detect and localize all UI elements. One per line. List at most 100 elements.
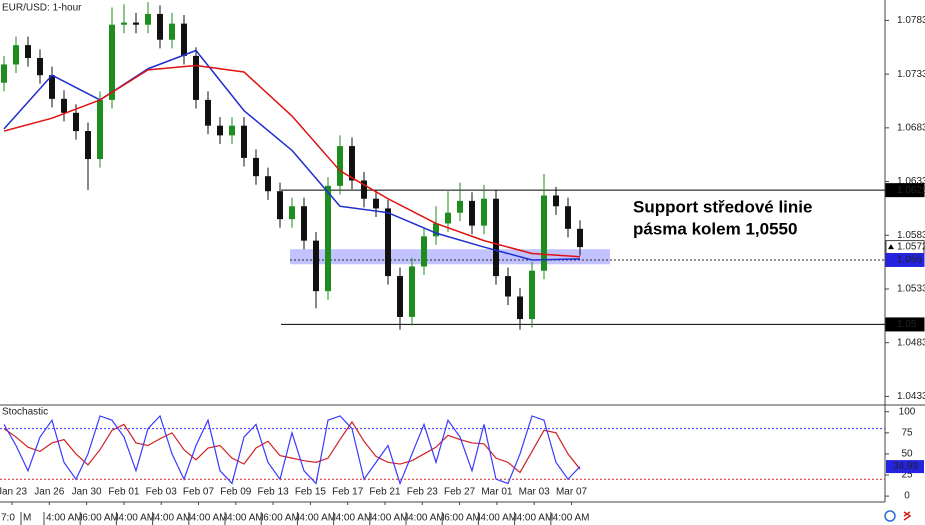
x-tick-label: Feb 01 — [108, 487, 140, 498]
x-time-label: 4:00 AM — [408, 513, 445, 524]
x-tick-label: Feb 17 — [332, 487, 364, 498]
level-label: 1.0625 — [897, 185, 925, 196]
candle-body — [577, 228, 583, 248]
stoch-line — [3, 414, 581, 486]
x-tick-label: Feb 03 — [146, 487, 178, 498]
icon[interactable] — [884, 510, 896, 522]
annotation: pásma kolem 1,0550 — [633, 219, 797, 238]
x-time-label: M — [23, 513, 31, 524]
candle-body — [481, 198, 487, 226]
x-tick-label: Feb 21 — [369, 487, 401, 498]
y-tick-label: 1.0433 — [897, 391, 925, 402]
candle-body — [85, 131, 91, 159]
candle-body — [37, 58, 43, 76]
x-tick-label: Mar 01 — [481, 487, 513, 498]
x-time-label: 4:00 AM — [118, 513, 155, 524]
y-tick-label: 0 — [904, 491, 910, 502]
candle-body — [229, 125, 235, 136]
candle-body — [1, 64, 7, 83]
x-tick-label: Feb 27 — [444, 487, 476, 498]
x-tick-label: Feb 13 — [258, 487, 290, 498]
y-tick-label: 1.0483 — [897, 337, 925, 348]
x-time-label: 4:00 AM — [299, 513, 336, 524]
title-bg — [0, 1, 72, 14]
icon[interactable] — [903, 511, 912, 521]
candle-body — [445, 212, 451, 224]
x-tick-label: Mar 07 — [556, 487, 588, 498]
candle-body — [217, 125, 223, 136]
candle-body — [97, 99, 103, 159]
x-tick-label: Jan 26 — [34, 487, 64, 498]
x-tick-label: Feb 15 — [295, 487, 327, 498]
y-tick-label: 1.0633 — [897, 176, 925, 187]
stoch-title-bg — [0, 406, 44, 418]
x-tick-label: Jan 23 — [0, 487, 27, 498]
candle-body — [253, 157, 259, 177]
x-time-label: 4:00 AM — [480, 513, 517, 524]
level-box — [885, 317, 925, 332]
candle-body — [433, 223, 439, 237]
candle-body — [409, 266, 415, 317]
candle-body — [193, 55, 199, 100]
x-time-label: 7:0 — [1, 513, 15, 524]
x-time-label: 4:00 AM — [336, 513, 373, 524]
x-time-label: 4:00 AM — [46, 513, 83, 524]
candle-body — [313, 240, 319, 292]
y-tick-label: 1.0733 — [897, 69, 925, 80]
candle-body — [301, 206, 307, 241]
y-tick-label: 100 — [899, 406, 916, 417]
stoch-title: Stochastic — [2, 407, 48, 418]
toolbar-icons[interactable] — [884, 510, 912, 522]
candle-body — [457, 200, 463, 213]
candle-body — [517, 296, 523, 320]
y-tick-label: 75 — [901, 427, 913, 438]
candle-body — [241, 125, 247, 158]
candle-body — [541, 195, 547, 271]
x-tick-label: Feb 09 — [220, 487, 252, 498]
candle-body — [265, 176, 271, 192]
candle-body — [469, 200, 475, 226]
y-tick-label: 25 — [901, 470, 913, 481]
level-box — [885, 183, 925, 198]
candle-body — [337, 146, 343, 186]
candle-body — [553, 195, 559, 207]
candle-body — [13, 45, 19, 65]
candle-body — [73, 112, 79, 132]
y-tick-label: 1.0583 — [897, 230, 925, 241]
y-tick-label: 1.0783 — [897, 15, 925, 26]
candle-body — [373, 198, 379, 209]
moving-average — [3, 64, 581, 258]
candle-body — [277, 191, 283, 220]
candle-body — [25, 45, 31, 59]
x-time-label: 4:00 AM — [227, 513, 264, 524]
x-time-label: 6:00 AM — [82, 513, 119, 524]
x-time-label: 6:00 AM — [444, 513, 481, 524]
candle-body — [133, 22, 139, 25]
x-tick-label: Jan 30 — [72, 487, 102, 498]
candle-body — [61, 98, 67, 113]
candle-body — [385, 208, 391, 277]
candle-body — [493, 198, 499, 277]
candle-body — [505, 276, 511, 297]
y-tick-label: 1.0533 — [897, 284, 925, 295]
candle-body — [169, 23, 175, 40]
support-band — [290, 249, 610, 265]
candle-body — [121, 22, 127, 25]
x-tick-label: Feb 07 — [183, 487, 215, 498]
level-label: 1.05 — [897, 319, 917, 330]
candle-body — [397, 276, 403, 317]
x-tick-label: Feb 23 — [407, 487, 439, 498]
x-time-label: 6:00 AM — [263, 513, 300, 524]
candle-body — [325, 185, 331, 292]
x-time-label: 4:00 AM — [155, 513, 192, 524]
chart-title: EUR/USD: 1-hour — [2, 3, 82, 14]
current-price-arrow — [888, 244, 894, 250]
y-tick-label: 1.0683 — [897, 122, 925, 133]
x-time-label: 4:00 AM — [517, 513, 554, 524]
dotted-level-label: 1.056 — [897, 255, 922, 266]
x-time-label: 4:00 AM — [553, 513, 590, 524]
candle-body — [565, 206, 571, 229]
stoch-value-label: 34.99 — [893, 461, 918, 472]
